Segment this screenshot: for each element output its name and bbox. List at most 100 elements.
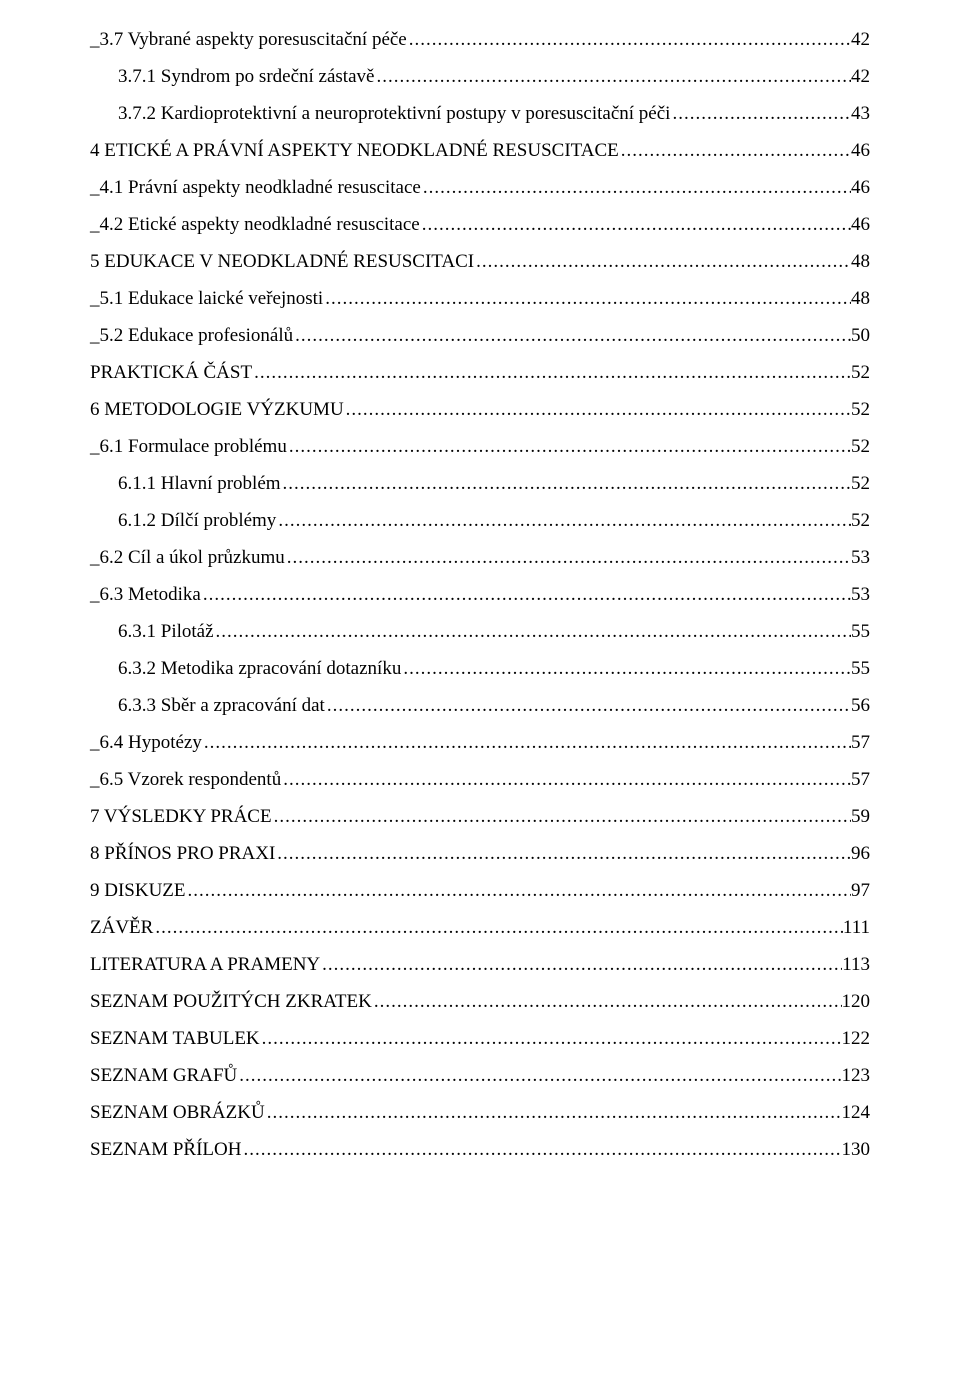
toc-label: 6.3.1 Pilotáž [118, 622, 214, 641]
toc-page-number: 113 [842, 955, 870, 974]
toc-label: 6 METODOLOGIE VÝZKUMU [90, 400, 344, 419]
toc-entry: 4 ETICKÉ A PRÁVNÍ ASPEKTY NEODKLADNÉ RES… [90, 141, 870, 160]
toc-page-number: 43 [851, 104, 870, 123]
toc-page-number: 42 [851, 67, 870, 86]
toc-label: LITERATURA A PRAMENY [90, 955, 320, 974]
toc-page-number: 111 [843, 918, 870, 937]
toc-entry: 6.3.1 Pilotáž 55 [90, 622, 870, 641]
toc-page-number: 48 [851, 252, 870, 271]
toc-entry: _6.5 Vzorek respondentů 57 [90, 770, 870, 789]
toc-entry: 6.1.2 Dílčí problémy 52 [90, 511, 870, 530]
toc-dots [260, 1029, 842, 1048]
toc-label: 6.1.2 Dílčí problémy [118, 511, 276, 530]
toc-dots [474, 252, 851, 271]
toc-label: 4 ETICKÉ A PRÁVNÍ ASPEKTY NEODKLADNÉ RES… [90, 141, 619, 160]
toc-label: SEZNAM OBRÁZKŮ [90, 1103, 265, 1122]
toc-dots [265, 1103, 842, 1122]
toc-page-number: 123 [842, 1066, 871, 1085]
toc-page-number: 52 [851, 437, 870, 456]
toc-label: 6.1.1 Hlavní problém [118, 474, 281, 493]
toc-page-number: 50 [851, 326, 870, 345]
toc-label: SEZNAM TABULEK [90, 1029, 260, 1048]
toc-entry: _4.2 Etické aspekty neodkladné resuscita… [90, 215, 870, 234]
toc-entry: 3.7.1 Syndrom po srdeční zástavě 42 [90, 67, 870, 86]
toc-container: _3.7 Vybrané aspekty poresuscitační péče… [90, 30, 870, 1159]
page: _3.7 Vybrané aspekty poresuscitační péče… [0, 0, 960, 1378]
toc-dots [325, 696, 851, 715]
toc-page-number: 57 [851, 733, 870, 752]
toc-label: _6.5 Vzorek respondentů [90, 770, 281, 789]
toc-entry: ZÁVĚR 111 [90, 918, 870, 937]
toc-entry: _5.1 Edukace laické veřejnosti 48 [90, 289, 870, 308]
toc-dots [241, 1140, 841, 1159]
toc-entry: _6.1 Formulace problému52 [90, 437, 870, 456]
toc-label: _6.3 Metodika [90, 585, 201, 604]
toc-dots [407, 30, 851, 49]
toc-page-number: 97 [851, 881, 870, 900]
toc-page-number: 55 [851, 659, 870, 678]
toc-entry: _4.1 Právní aspekty neodkladné resuscita… [90, 178, 870, 197]
toc-entry: _3.7 Vybrané aspekty poresuscitační péče… [90, 30, 870, 49]
toc-entry: 9 DISKUZE97 [90, 881, 870, 900]
toc-label: SEZNAM PŘÍLOH [90, 1140, 241, 1159]
toc-entry: 7 VÝSLEDKY PRÁCE 59 [90, 807, 870, 826]
toc-page-number: 52 [851, 400, 870, 419]
toc-page-number: 52 [851, 474, 870, 493]
toc-label: 8 PŘÍNOS PRO PRAXI [90, 844, 275, 863]
toc-page-number: 46 [851, 215, 870, 234]
toc-page-number: 46 [851, 178, 870, 197]
toc-label: 6.3.2 Metodika zpracování dotazníku [118, 659, 401, 678]
toc-entry: SEZNAM POUŽITÝCH ZKRATEK120 [90, 992, 870, 1011]
toc-label: ZÁVĚR [90, 918, 153, 937]
toc-dots [153, 918, 843, 937]
toc-dots [320, 955, 842, 974]
toc-dots [420, 215, 851, 234]
toc-page-number: 53 [851, 548, 870, 567]
toc-dots [202, 733, 851, 752]
toc-dots [372, 992, 842, 1011]
toc-dots [275, 844, 851, 863]
toc-page-number: 53 [851, 585, 870, 604]
toc-dots [285, 548, 851, 567]
toc-page-number: 42 [851, 30, 870, 49]
toc-entry: 6.3.2 Metodika zpracování dotazníku 55 [90, 659, 870, 678]
toc-dots [401, 659, 851, 678]
toc-entry: _6.3 Metodika 53 [90, 585, 870, 604]
toc-label: 3.7.2 Kardioprotektivní a neuroprotektiv… [118, 104, 670, 123]
toc-dots [374, 67, 851, 86]
toc-page-number: 52 [851, 511, 870, 530]
toc-entry: _6.2 Cíl a úkol průzkumu 53 [90, 548, 870, 567]
toc-entry: _5.2 Edukace profesionálů50 [90, 326, 870, 345]
toc-label: _5.1 Edukace laické veřejnosti [90, 289, 323, 308]
toc-entry: SEZNAM PŘÍLOH130 [90, 1140, 870, 1159]
toc-entry: SEZNAM TABULEK122 [90, 1029, 870, 1048]
toc-label: _4.1 Právní aspekty neodkladné resuscita… [90, 178, 421, 197]
toc-dots [323, 289, 851, 308]
toc-label: _4.2 Etické aspekty neodkladné resuscita… [90, 215, 420, 234]
toc-entry: 5 EDUKACE V NEODKLADNÉ RESUSCITACI48 [90, 252, 870, 271]
toc-page-number: 46 [851, 141, 870, 160]
toc-page-number: 120 [842, 992, 871, 1011]
toc-dots [276, 511, 851, 530]
toc-entry: 6.3.3 Sběr a zpracování dat56 [90, 696, 870, 715]
toc-dots [421, 178, 851, 197]
toc-page-number: 59 [851, 807, 870, 826]
toc-label: _3.7 Vybrané aspekty poresuscitační péče [90, 30, 407, 49]
toc-label: _6.2 Cíl a úkol průzkumu [90, 548, 285, 567]
toc-label: 6.3.3 Sběr a zpracování dat [118, 696, 325, 715]
toc-entry: SEZNAM OBRÁZKŮ 124 [90, 1103, 870, 1122]
toc-label: PRAKTICKÁ ČÁST [90, 363, 252, 382]
toc-dots [619, 141, 851, 160]
toc-page-number: 57 [851, 770, 870, 789]
toc-entry: 3.7.2 Kardioprotektivní a neuroprotektiv… [90, 104, 870, 123]
toc-dots [670, 104, 851, 123]
toc-entry: 6.1.1 Hlavní problém 52 [90, 474, 870, 493]
toc-page-number: 48 [851, 289, 870, 308]
toc-page-number: 124 [842, 1103, 871, 1122]
toc-label: 3.7.1 Syndrom po srdeční zástavě [118, 67, 374, 86]
toc-page-number: 96 [851, 844, 870, 863]
toc-page-number: 55 [851, 622, 870, 641]
toc-dots [293, 326, 851, 345]
toc-label: 7 VÝSLEDKY PRÁCE [90, 807, 272, 826]
toc-dots [214, 622, 851, 641]
